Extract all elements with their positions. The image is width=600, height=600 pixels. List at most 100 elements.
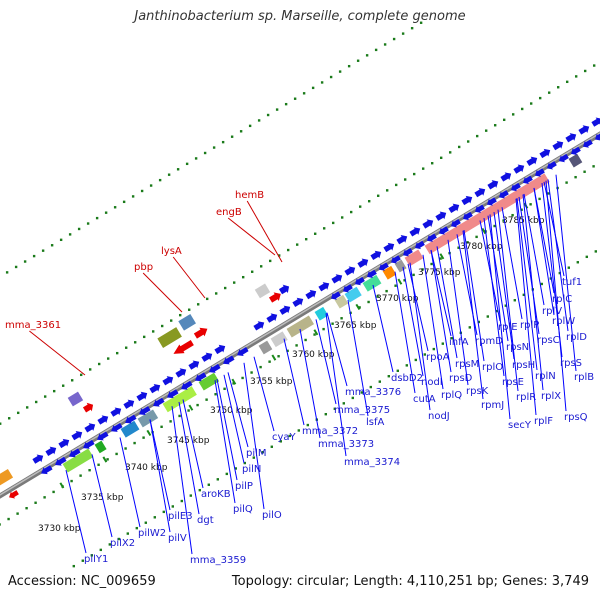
leader-line: [326, 312, 348, 387]
ring-dot: [457, 145, 461, 149]
ring-dot: [115, 452, 118, 456]
ring-dot: [259, 365, 262, 369]
gene-label-rplV: rplV: [542, 306, 562, 317]
gene-label-rpsH: rpsH: [512, 360, 535, 371]
gene-arrow: [475, 204, 485, 213]
ring-dot: [196, 303, 200, 306]
ring-dot: [286, 349, 289, 353]
gene-block: [0, 468, 14, 486]
ring-dot: [88, 469, 91, 472]
ring-dot: [396, 369, 400, 372]
ring-dot: [540, 282, 544, 286]
leader-line: [171, 406, 193, 555]
ring-dot: [50, 244, 54, 247]
gene-arrow: [331, 274, 343, 284]
gene-block: [120, 420, 140, 438]
ring-dot: [383, 43, 387, 46]
gene-label-nodJ: nodJ: [428, 411, 450, 422]
gene-arrow: [565, 133, 577, 143]
gene-label-mma_3373: mma_3373: [318, 439, 374, 450]
ring-dot: [266, 113, 270, 117]
ring-dot: [43, 395, 47, 398]
ring-dot: [261, 450, 265, 454]
ring-dot: [565, 181, 568, 184]
leader-line: [243, 362, 265, 510]
ring-dot: [486, 315, 490, 318]
leader-line: [223, 374, 245, 464]
gene-arrow: [535, 168, 545, 177]
ring-dot: [61, 384, 65, 387]
gene-arrow: [487, 180, 499, 190]
ring-dot: [144, 521, 148, 524]
ring-dot: [484, 129, 488, 132]
ring-dot: [477, 320, 481, 324]
ring-dot: [239, 130, 243, 133]
ring-dot: [248, 124, 252, 128]
ring-dot: [410, 26, 414, 30]
ring-dot: [151, 330, 155, 333]
ring-dot: [324, 412, 328, 416]
gene-arrow: [439, 226, 449, 235]
ring-dot: [356, 59, 360, 62]
ring-dot: [592, 165, 595, 168]
gene-label-rplO: rplO: [482, 362, 503, 373]
leader-line: [253, 356, 275, 432]
gene-label-rpsK: rpsK: [466, 386, 489, 397]
ring-dot: [7, 417, 11, 420]
leader-line: [515, 198, 537, 416]
ring-dot: [412, 273, 415, 277]
gene-arrow: [266, 313, 278, 323]
gene-label-pilO: pilO: [262, 510, 282, 521]
ring-dot: [567, 266, 571, 269]
ring-dot: [493, 124, 497, 127]
ring-dot: [259, 265, 263, 268]
ring-dot: [234, 467, 238, 470]
ring-dot: [108, 543, 112, 546]
gene-arrow: [223, 355, 235, 365]
ring-dot: [167, 173, 171, 176]
ring-dot: [32, 254, 36, 258]
ring-dot: [169, 319, 173, 322]
leader-line: [463, 230, 485, 362]
ring-dot: [214, 393, 217, 396]
ring-dot: [205, 398, 208, 401]
gene-block: [286, 315, 315, 338]
ring-dot: [223, 387, 226, 391]
ring-dot: [347, 64, 351, 68]
gene-arrow: [201, 352, 213, 362]
ring-dot: [43, 496, 46, 499]
ring-dot: [495, 309, 499, 313]
gene-label-dsbD2: dsbD2: [391, 373, 423, 384]
leader-line: [545, 180, 567, 412]
leader-line: [149, 419, 171, 533]
ring-dot: [115, 351, 119, 355]
tick-mark: [397, 278, 403, 285]
ring-dot: [304, 338, 307, 342]
gene-arrow: [451, 219, 461, 228]
ring-dot: [392, 37, 396, 41]
tick-label: 3775 kbp: [418, 268, 461, 278]
tick-mark: [102, 456, 108, 463]
ring-dot: [223, 286, 227, 290]
ring-dot: [142, 436, 145, 439]
ring-dot: [405, 364, 409, 367]
ring-dot: [340, 317, 343, 320]
gene-arrow: [195, 372, 207, 382]
gene-arrow: [83, 439, 95, 449]
tick-label: 3740 kbp: [125, 463, 168, 473]
gene-label-lsfA: lsfA: [366, 417, 385, 428]
gene-arrow: [167, 389, 179, 399]
gene-label-mma_3361: mma_3361: [5, 320, 61, 331]
ring-dot: [68, 233, 72, 236]
ring-dot: [302, 92, 306, 95]
gene-label-pilP: pilP: [235, 481, 253, 492]
ring-dot: [288, 434, 292, 438]
ring-dot: [286, 248, 290, 252]
leader-line: [227, 217, 276, 256]
leader-line: [402, 266, 424, 377]
ring-dot: [203, 151, 207, 155]
ring-dot: [140, 189, 144, 193]
gene-arrow: [448, 203, 460, 213]
gene-arrow: [111, 423, 123, 432]
ring-dot: [592, 64, 596, 67]
